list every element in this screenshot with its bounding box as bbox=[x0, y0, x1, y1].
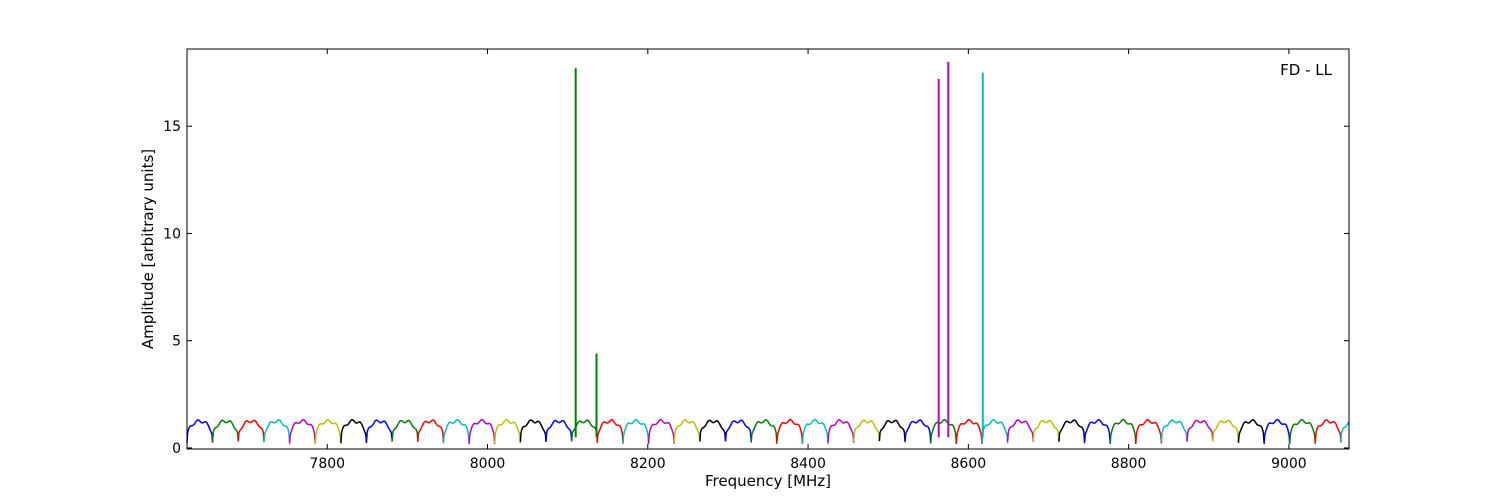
subband-line bbox=[1288, 418, 1317, 444]
annotation-label: FD - LL bbox=[1280, 61, 1332, 79]
subband-line bbox=[724, 419, 752, 442]
tick-layer: 7800 8000 8200 8400 8600 8800 9000 0 5 10 15 bbox=[163, 49, 1349, 472]
x-tick-label: 8400 bbox=[790, 456, 826, 472]
subband-line bbox=[1058, 419, 1086, 442]
subband-line bbox=[699, 419, 727, 442]
subband-line bbox=[852, 419, 881, 442]
subband-line bbox=[186, 418, 214, 443]
subband-line bbox=[1135, 418, 1163, 444]
x-tick-label: 8600 bbox=[951, 456, 987, 472]
subband-line bbox=[365, 419, 393, 442]
x-axis-label: Frequency [MHz] bbox=[705, 472, 831, 490]
subband-line bbox=[263, 419, 291, 443]
x-tick-label: 8000 bbox=[470, 456, 506, 472]
spike-layer bbox=[574, 61, 984, 438]
plot-frame bbox=[186, 48, 1350, 450]
subband-line bbox=[827, 419, 855, 443]
subband-line bbox=[417, 419, 445, 442]
x-tick-label: 8800 bbox=[1111, 456, 1147, 472]
y-tick-label: 0 bbox=[172, 441, 181, 457]
subband-line bbox=[1032, 419, 1060, 442]
subband-line bbox=[1212, 419, 1240, 442]
subband-line bbox=[288, 418, 316, 444]
subband-line bbox=[519, 419, 547, 442]
subband-line bbox=[801, 418, 829, 444]
subband-line bbox=[929, 418, 958, 444]
subband-line bbox=[237, 419, 265, 442]
y-tick-label: 15 bbox=[163, 119, 181, 135]
subband-line bbox=[1340, 421, 1350, 442]
x-tick-label: 7800 bbox=[309, 456, 345, 472]
subband-line bbox=[493, 418, 522, 444]
subband-line bbox=[1263, 418, 1291, 444]
x-tick-label: 8200 bbox=[630, 456, 666, 472]
subband-line bbox=[955, 418, 983, 445]
subband-line bbox=[750, 418, 778, 443]
subband-line bbox=[340, 419, 368, 444]
subband-line bbox=[545, 419, 573, 442]
y-tick-label: 5 bbox=[172, 334, 181, 350]
subband-line bbox=[314, 418, 342, 445]
x-tick-label: 9000 bbox=[1271, 456, 1307, 472]
subband-line bbox=[1186, 419, 1214, 442]
subband-line bbox=[442, 418, 470, 444]
series-layer bbox=[186, 418, 1350, 445]
subband-line bbox=[904, 419, 932, 443]
subband-line bbox=[468, 418, 496, 445]
subband-line bbox=[1083, 418, 1111, 444]
subband-line bbox=[211, 419, 240, 442]
subband-line bbox=[776, 418, 804, 444]
subband-line bbox=[1237, 419, 1265, 443]
subband-line bbox=[981, 418, 1009, 444]
subband-line bbox=[673, 419, 701, 443]
subband-line bbox=[878, 419, 906, 442]
subband-line bbox=[1160, 419, 1188, 443]
subband-line bbox=[1109, 418, 1137, 445]
subband-line bbox=[391, 419, 419, 442]
y-tick-label: 10 bbox=[163, 226, 181, 242]
subband-line bbox=[596, 419, 624, 444]
subband-line bbox=[1314, 418, 1342, 443]
subband-line bbox=[1006, 419, 1035, 442]
y-axis-label: Amplitude [arbitrary units] bbox=[139, 149, 157, 349]
subband-line bbox=[622, 418, 650, 445]
subband-line bbox=[647, 418, 675, 444]
